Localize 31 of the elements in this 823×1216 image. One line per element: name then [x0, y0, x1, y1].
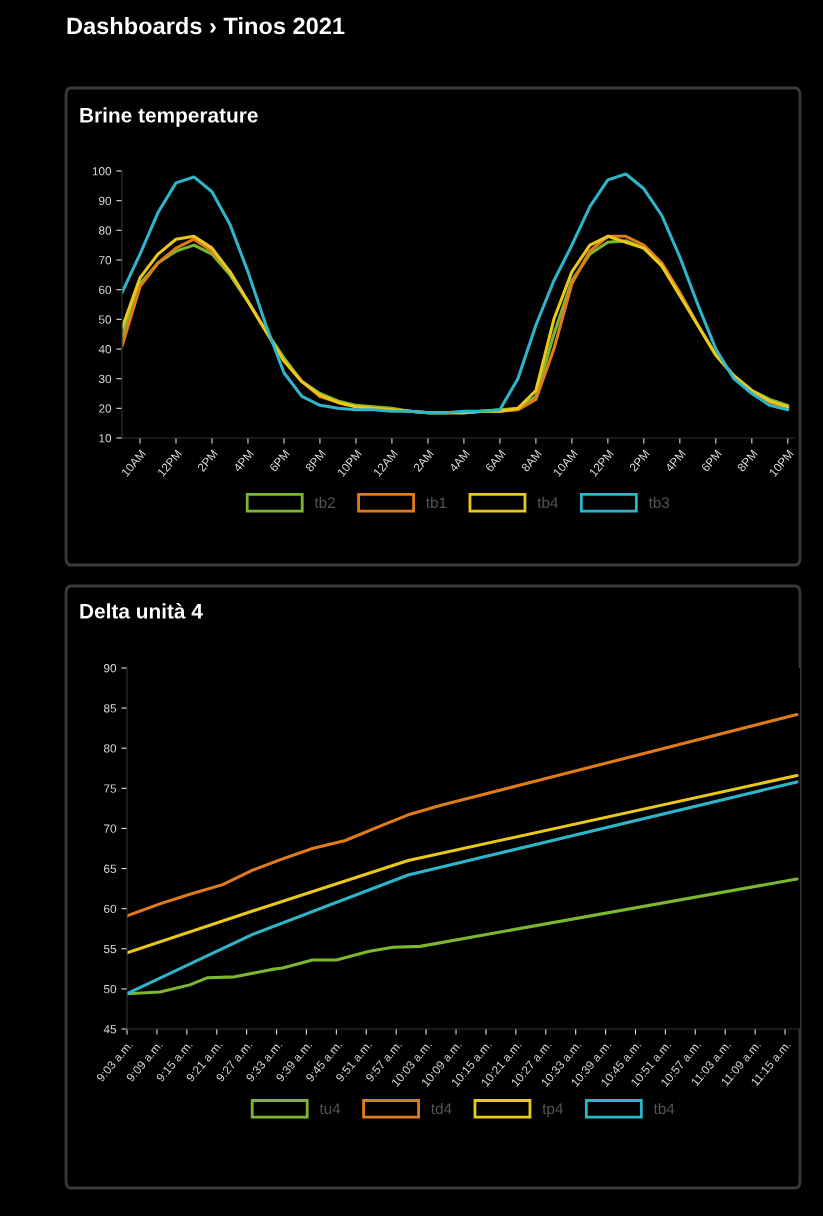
chart-title: Brine temperature	[80, 107, 258, 127]
y-tick-label: 90	[104, 664, 117, 673]
text: Dashboards › Tinos 2021	[67, 17, 345, 35]
y-tick-label: 80	[98, 226, 112, 235]
y-tick-label: 65	[104, 864, 117, 873]
y-tick-label: 90	[99, 196, 112, 206]
y-tick-label: 50	[98, 315, 112, 324]
y-tick-label: 20	[99, 404, 112, 413]
y-tick-label: 50	[103, 984, 117, 994]
legend-label: tb2	[314, 496, 335, 509]
y-tick-label: 10	[99, 434, 112, 443]
y-tick-label: 75	[104, 784, 117, 793]
legend-label: tb3	[648, 496, 670, 509]
y-tick-label: 70	[104, 824, 117, 833]
legend-label: tb4	[537, 496, 558, 509]
y-tick-label: 100	[92, 167, 112, 176]
legend-label: tb4	[653, 1102, 675, 1115]
y-tick-label: 60	[104, 904, 117, 914]
legend-label: tp4	[542, 1103, 563, 1118]
y-tick-label: 30	[98, 374, 112, 384]
chart-title: Delta unità 4	[80, 603, 203, 619]
y-tick-label: 70	[99, 256, 112, 265]
legend-label: tu4	[319, 1103, 341, 1115]
y-tick-label: 60	[99, 285, 112, 295]
y-tick-label: 80	[103, 744, 117, 753]
y-tick-label: 40	[98, 345, 112, 354]
legend-label: td4	[431, 1102, 452, 1115]
y-tick-label: 85	[103, 704, 117, 713]
legend-label: tb1	[426, 496, 447, 509]
y-tick-label: 45	[103, 1025, 117, 1034]
y-tick-label: 55	[103, 944, 117, 954]
